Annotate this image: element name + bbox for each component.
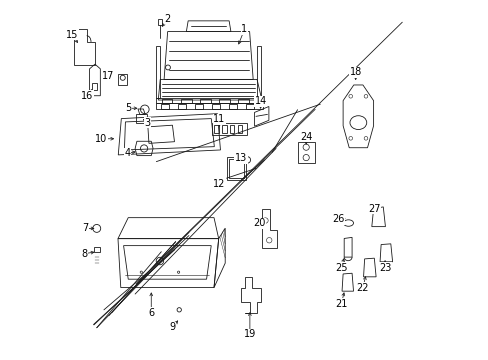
Text: 26: 26 — [331, 215, 344, 224]
Text: 18: 18 — [349, 67, 361, 77]
Text: 9: 9 — [169, 322, 176, 332]
Text: 16: 16 — [81, 91, 93, 101]
Text: 17: 17 — [102, 71, 114, 81]
Text: 27: 27 — [367, 204, 380, 214]
Text: 19: 19 — [243, 329, 256, 339]
Text: 4: 4 — [124, 148, 131, 158]
Text: 14: 14 — [254, 96, 266, 106]
Text: 25: 25 — [334, 263, 347, 273]
Text: 15: 15 — [66, 30, 79, 40]
Text: 8: 8 — [81, 248, 88, 258]
Text: 22: 22 — [356, 283, 368, 293]
Text: 1: 1 — [241, 24, 247, 35]
Text: 5: 5 — [124, 103, 131, 113]
Text: 23: 23 — [378, 263, 390, 273]
Text: 20: 20 — [253, 218, 265, 228]
Text: 21: 21 — [334, 299, 347, 309]
Text: 7: 7 — [81, 224, 88, 233]
Text: 2: 2 — [164, 14, 170, 24]
Text: 3: 3 — [144, 118, 150, 128]
Text: 24: 24 — [299, 132, 312, 142]
Text: 13: 13 — [234, 153, 246, 163]
Text: 6: 6 — [148, 308, 154, 318]
Text: 10: 10 — [95, 134, 107, 144]
Text: 11: 11 — [213, 114, 225, 124]
Text: 12: 12 — [213, 179, 225, 189]
